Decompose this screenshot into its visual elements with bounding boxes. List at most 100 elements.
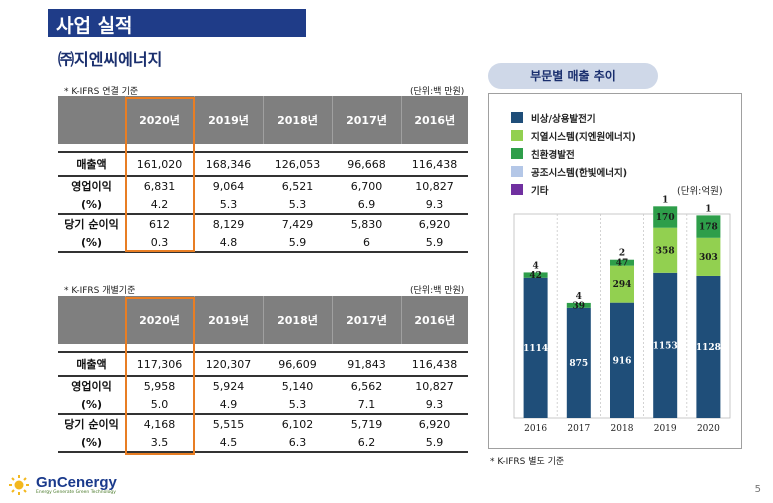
- page-number: 5: [754, 484, 761, 495]
- bar-segment: [696, 215, 721, 238]
- x-tick-label: 2017: [567, 424, 590, 434]
- bar-data-label: 170: [656, 213, 675, 223]
- table-cell: 116,438: [401, 151, 468, 177]
- year-header: 2016년: [400, 296, 468, 344]
- table-cell: 3.5: [125, 433, 194, 453]
- row-label: 매출액: [58, 151, 125, 177]
- table-cell: 117,306: [125, 351, 194, 377]
- bar-segment: [523, 272, 548, 278]
- table-cell: 126,053: [263, 151, 332, 177]
- table-cell: 120,307: [194, 351, 263, 377]
- bar-data-label: 178: [699, 223, 718, 233]
- table-cell: 5,958: [125, 375, 194, 395]
- row-label: 영업이익: [58, 175, 125, 195]
- bar-data-label: 1153: [653, 341, 678, 351]
- bar-segment: [523, 277, 548, 418]
- table-cell: 5,515: [194, 413, 263, 433]
- bar-segment: [653, 206, 678, 228]
- year-header: 2018년: [262, 296, 332, 344]
- table-cell: 6,920: [401, 413, 468, 433]
- table-cell: 168,346: [194, 151, 263, 177]
- bar-data-label: 47: [616, 259, 629, 269]
- bar-top-label: 1: [705, 204, 711, 214]
- table1-unit: (단위:백 만원): [410, 87, 465, 97]
- table-cell: 116,438: [401, 351, 468, 377]
- legend-swatch: [511, 130, 523, 141]
- legend-swatch: [511, 112, 523, 123]
- x-tick-label: 2018: [611, 424, 634, 434]
- bar-data-label: 39: [573, 301, 586, 311]
- table-row: (%) 4.2 5.3 5.3 6.9 9.3: [58, 195, 468, 215]
- table-row: (%) 0.3 4.8 5.9 6 5.9: [58, 233, 468, 253]
- header-blank: [58, 296, 125, 344]
- table-cell: 6,562: [332, 375, 401, 395]
- table2-note: * K-IFRS 개별기준: [64, 286, 136, 296]
- bar-data-label: 916: [613, 356, 632, 366]
- bar-data-label: 875: [569, 359, 588, 369]
- table-row: 영업이익 6,831 9,064 6,521 6,700 10,827: [58, 175, 468, 195]
- table-row: 당기 순이익 612 8,129 7,429 5,830 6,920: [58, 213, 468, 233]
- table-cell: 96,609: [263, 351, 332, 377]
- table-cell: 5.9: [263, 233, 332, 253]
- table-cell: 9.3: [401, 195, 468, 215]
- table-cell: 6.3: [263, 433, 332, 453]
- bar-data-label: 1114: [523, 344, 548, 354]
- legend-swatch: [511, 166, 523, 177]
- row-label: 매출액: [58, 351, 125, 377]
- x-tick-label: 2020: [697, 424, 720, 434]
- table-row: 영업이익 5,958 5,924 5,140 6,562 10,827: [58, 375, 468, 395]
- bar-top-label: 2: [619, 249, 625, 259]
- table-cell: 161,020: [125, 151, 194, 177]
- legend-label: 친환경발전: [531, 150, 575, 161]
- table-cell: 5.3: [263, 195, 332, 215]
- table-cell: 96,668: [332, 151, 401, 177]
- table-cell: 9,064: [194, 175, 263, 195]
- financial-table-consolidated: 2020년 2019년 2018년 2017년 2016년 매출액 161,020 168,3…: [58, 96, 468, 253]
- bar-segment: [653, 272, 678, 418]
- table-row: 당기 순이익 4,168 5,515 6,102 5,719 6,920: [58, 413, 468, 433]
- table-row: 매출액 117,306 120,307 96,609 91,843 116,438: [58, 351, 468, 377]
- table-cell: 6,920: [401, 213, 468, 233]
- table-row: 매출액 161,020 168,346 126,053 96,668 116,438: [58, 151, 468, 177]
- table-cell: 6,831: [125, 175, 194, 195]
- row-label: (%): [58, 195, 125, 215]
- row-label: (%): [58, 395, 125, 415]
- table-cell: 5.9: [401, 433, 468, 453]
- header-blank: [58, 96, 125, 144]
- table-cell: 91,843: [332, 351, 401, 377]
- year-header: 2017년: [331, 96, 401, 144]
- table-cell: 6,700: [332, 175, 401, 195]
- logo-name: GnCenergy: [36, 474, 117, 491]
- row-label: (%): [58, 233, 125, 253]
- legend-swatch: [511, 148, 523, 159]
- financial-table-separate: 2020년 2019년 2018년 2017년 2016년 매출액 117,306 120,3…: [58, 296, 468, 453]
- table-row: (%) 3.5 4.5 6.3 6.2 5.9: [58, 433, 468, 453]
- table-cell: 6,102: [263, 413, 332, 433]
- table-cell: 5,830: [332, 213, 401, 233]
- page-title: 사업 실적: [48, 9, 306, 37]
- bar-segment: [696, 275, 721, 418]
- year-header: 2019년: [193, 296, 263, 344]
- year-header: 2016년: [400, 96, 468, 144]
- table-cell: 6.2: [332, 433, 401, 453]
- bar-top-label: 4: [532, 261, 538, 271]
- bar-segment: [566, 307, 591, 418]
- legend-label: 비상/상용발전기: [531, 114, 596, 125]
- bar-segment: [566, 302, 591, 308]
- table-cell: 4.2: [125, 195, 194, 215]
- bar-data-label: 1128: [696, 343, 721, 353]
- table-cell: 9.3: [401, 395, 468, 415]
- table-cell: 6: [332, 233, 401, 253]
- logo-tagline: Energy Generate Green Technology: [36, 490, 116, 495]
- table-cell: 10,827: [401, 375, 468, 395]
- legend-label: 지열시스템(지엔원에너지): [531, 132, 636, 143]
- table-cell: 4,168: [125, 413, 194, 433]
- bar-data-label: 303: [699, 253, 718, 263]
- company-logo: GnCenergy Energy Generate Green Technolo…: [8, 474, 117, 496]
- bar-segment: [653, 227, 678, 273]
- sun-icon: [9, 475, 29, 495]
- company-name: ㈜지엔씨에너지: [58, 50, 163, 69]
- row-label: (%): [58, 433, 125, 453]
- table1-note: * K-IFRS 연결 기준: [64, 87, 139, 97]
